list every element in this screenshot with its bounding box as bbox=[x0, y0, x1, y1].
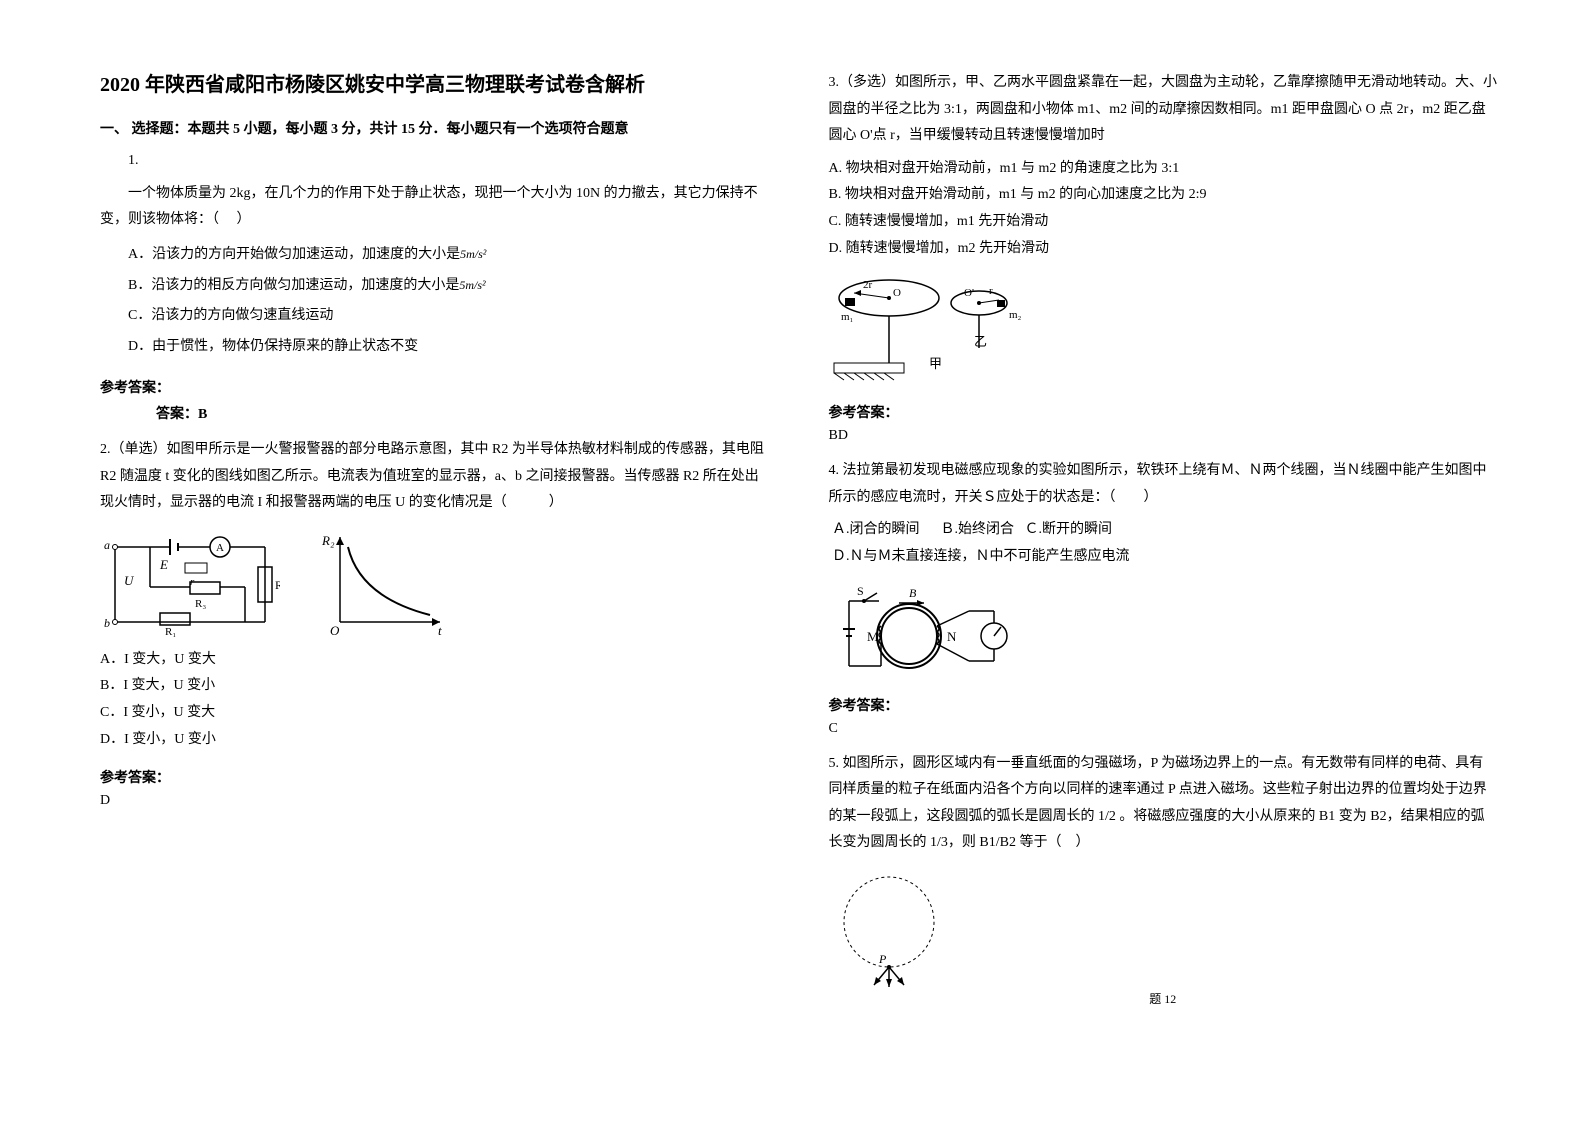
q4-B: B bbox=[909, 586, 917, 600]
label-a: a bbox=[104, 538, 110, 552]
q2-answer-label: 参考答案： bbox=[100, 767, 769, 787]
q3-r: r bbox=[989, 285, 993, 297]
q2-option-d: D．I 变小，U 变小 bbox=[100, 727, 769, 754]
section-1-header: 一、 选择题：本题共 5 小题，每小题 3 分，共计 15 分．每小题只有一个选… bbox=[100, 118, 769, 138]
q1-optA-formula: 5m/s² bbox=[460, 247, 486, 261]
q4-options-row1: Ａ.闭合的瞬间 Ｂ.始终闭合 Ｃ.断开的瞬间 bbox=[829, 517, 1498, 544]
label-U: U bbox=[124, 573, 135, 588]
q2-diagrams: E A R₂ r bbox=[100, 527, 769, 637]
q1-answer: 答案：B bbox=[100, 403, 769, 423]
q4-N: N bbox=[947, 629, 957, 644]
q4-S: S bbox=[857, 584, 864, 598]
q1-optB-text: B．沿该力的相反方向做匀加速运动，加速度的大小是 bbox=[128, 278, 459, 293]
q4-answer: C bbox=[829, 721, 1498, 737]
label-b: b bbox=[104, 616, 110, 630]
question-3: 3.（多选）如图所示，甲、乙两水平圆盘紧靠在一起，大圆盘为主动轮，乙靠摩擦随甲无… bbox=[829, 70, 1498, 388]
question-2: 2.（单选）如图甲所示是一火警报警器的部分电路示意图，其中 R2 为半导体热敏材… bbox=[100, 437, 769, 753]
q4-answer-label: 参考答案： bbox=[829, 695, 1498, 715]
q4-optB: Ｂ.始终闭合 bbox=[941, 522, 1015, 537]
q5-P: P bbox=[878, 952, 887, 966]
q1-number: 1. bbox=[100, 148, 769, 175]
q4-optC: Ｃ.断开的瞬间 bbox=[1025, 522, 1113, 537]
q3-O: O bbox=[893, 287, 901, 299]
q3-answer: BD bbox=[829, 428, 1498, 444]
question-1: 1. 一个物体质量为 2kg，在几个力的作用下处于静止状态，现把一个大小为 10… bbox=[100, 148, 769, 363]
q1-option-c: C．沿该力的方向做匀速直线运动 bbox=[100, 301, 769, 332]
q2-option-c: C．I 变小，U 变大 bbox=[100, 700, 769, 727]
q1-optA-text: A．沿该力的方向开始做匀加速运动，加速度的大小是 bbox=[128, 247, 460, 262]
q2-graph-diagram: R₂ t O bbox=[320, 527, 450, 637]
label-R1: R₁ bbox=[165, 626, 176, 637]
label-R3: R₃ bbox=[195, 598, 206, 610]
q2-text: 2.（单选）如图甲所示是一火警报警器的部分电路示意图，其中 R2 为半导体热敏材… bbox=[100, 437, 769, 517]
q1-answer-label: 参考答案： bbox=[100, 377, 769, 397]
q3-diagram: O 2r m₁ O' r m₂ bbox=[829, 268, 1498, 388]
q2-option-b: B．I 变大，U 变小 bbox=[100, 673, 769, 700]
right-column: 3.（多选）如图所示，甲、乙两水平圆盘紧靠在一起，大圆盘为主动轮，乙靠摩擦随甲无… bbox=[829, 70, 1498, 1013]
q4-text: 4. 法拉第最初发现电磁感应现象的实验如图所示，软铁环上绕有Ｍ、Ｎ两个线圈，当Ｎ… bbox=[829, 458, 1498, 511]
q3-2r: 2r bbox=[863, 279, 873, 291]
q5-text: 5. 如图所示，圆形区域内有一垂直纸面的匀强磁场，P 为磁场边界上的一点。有无数… bbox=[829, 751, 1498, 857]
graph-ylabel: R₂ bbox=[321, 533, 335, 548]
label-ammeter: A bbox=[216, 542, 224, 554]
q3-Op: O' bbox=[964, 287, 974, 299]
q3-m1: m₁ bbox=[841, 311, 854, 323]
graph-origin: O bbox=[330, 623, 340, 637]
q1-option-d: D．由于惯性，物体仍保持原来的静止状态不变 bbox=[100, 332, 769, 363]
question-4: 4. 法拉第最初发现电磁感应现象的实验如图所示，软铁环上绕有Ｍ、Ｎ两个线圈，当Ｎ… bbox=[829, 458, 1498, 680]
exam-title: 2020 年陕西省咸阳市杨陵区姚安中学高三物理联考试卷含解析 bbox=[100, 70, 769, 100]
q2-answer: D bbox=[100, 793, 769, 809]
graph-xlabel: t bbox=[438, 623, 442, 637]
q3-option-c: C. 随转速慢慢增加，m1 先开始滑动 bbox=[829, 209, 1498, 236]
label-E: E bbox=[159, 557, 168, 572]
q1-optB-formula: 5m/s² bbox=[459, 278, 485, 292]
label-R2: R₂ bbox=[275, 578, 280, 592]
q4-optD: Ｄ.Ｎ与Ｍ未直接连接，Ｎ中不可能产生感应电流 bbox=[832, 549, 1130, 564]
q4-M: M bbox=[867, 629, 879, 644]
q1-option-a: A．沿该力的方向开始做匀加速运动，加速度的大小是5m/s² bbox=[100, 240, 769, 271]
q3-option-a: A. 物块相对盘开始滑动前，m1 与 m2 的角速度之比为 3:1 bbox=[829, 156, 1498, 183]
q1-option-b: B．沿该力的相反方向做匀加速运动，加速度的大小是5m/s² bbox=[100, 271, 769, 302]
q3-option-b: B. 物块相对盘开始滑动前，m1 与 m2 的向心加速度之比为 2:9 bbox=[829, 182, 1498, 209]
question-5: 5. 如图所示，圆形区域内有一垂直纸面的匀强磁场，P 为磁场边界上的一点。有无数… bbox=[829, 751, 1498, 999]
q3-m2: m₂ bbox=[1009, 309, 1022, 321]
q3-jia: 甲 bbox=[929, 356, 942, 371]
q3-text: 3.（多选）如图所示，甲、乙两水平圆盘紧靠在一起，大圆盘为主动轮，乙靠摩擦随甲无… bbox=[829, 70, 1498, 150]
q2-circuit-diagram: E A R₂ r bbox=[100, 527, 280, 637]
q4-options-row2: Ｄ.Ｎ与Ｍ未直接连接，Ｎ中不可能产生感应电流 bbox=[829, 544, 1498, 571]
q3-option-d: D. 随转速慢慢增加，m2 先开始滑动 bbox=[829, 236, 1498, 263]
q5-diagram: P 题 12 bbox=[829, 867, 1498, 999]
q1-body: 一个物体质量为 2kg，在几个力的作用下处于静止状态，现把一个大小为 10N 的… bbox=[100, 181, 769, 234]
q3-answer-label: 参考答案： bbox=[829, 402, 1498, 422]
q4-diagram: M N S B bbox=[829, 581, 1498, 681]
q4-optA: Ａ.闭合的瞬间 bbox=[832, 522, 920, 537]
q3-yi: 乙 bbox=[974, 334, 987, 349]
left-column: 2020 年陕西省咸阳市杨陵区姚安中学高三物理联考试卷含解析 一、 选择题：本题… bbox=[100, 70, 769, 1013]
q2-option-a: A．I 变大，U 变大 bbox=[100, 647, 769, 674]
